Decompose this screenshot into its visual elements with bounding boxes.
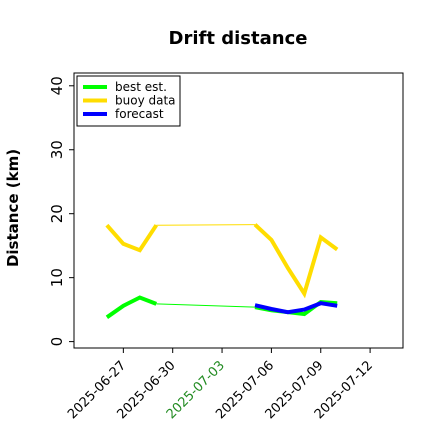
series-line-buoy: [156, 224, 256, 226]
legend-label-buoy: buoy data: [115, 94, 176, 108]
series-line-best: [105, 295, 158, 319]
y-tick-label: 0: [48, 337, 66, 347]
y-tick-label: 30: [48, 140, 66, 159]
y-tick-label: 40: [48, 76, 66, 95]
chart-title: Drift distance: [169, 28, 308, 49]
y-tick-label: 10: [48, 268, 66, 287]
legend-label-forecast: forecast: [115, 107, 164, 121]
y-tick-label: 20: [48, 204, 66, 223]
series-line-buoy: [253, 223, 339, 299]
series-line-best: [156, 303, 256, 308]
legend-label-best: best est.: [115, 80, 167, 94]
y-axis-label: Distance (km): [4, 149, 22, 267]
plot-frame: [73, 72, 404, 349]
series-line-forecast: [254, 301, 338, 315]
series-line-buoy: [105, 223, 158, 253]
